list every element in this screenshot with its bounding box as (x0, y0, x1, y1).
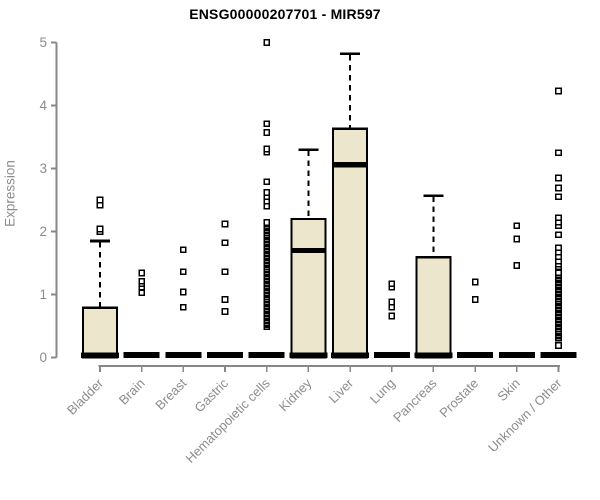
box-breast-outlier (180, 268, 187, 276)
box-pancreas-iqr (415, 256, 452, 359)
box-unknown-other-outlier (555, 87, 562, 95)
box-skin-outlier (513, 222, 521, 230)
box-kidney-bottom-bar (289, 352, 328, 358)
box-unknown-other-outlier (555, 231, 562, 239)
box-lung-outlier (388, 298, 396, 306)
x-category-label-skin: Skin (494, 376, 522, 404)
box-lung-median (373, 352, 410, 358)
box-unknown-other-median (540, 352, 577, 358)
box-brain-median (123, 352, 160, 358)
box-gastric-outlier (221, 268, 229, 276)
x-category-label-lung: Lung (367, 376, 398, 407)
box-brain-outlier (138, 289, 146, 296)
box-bladder-iqr (81, 306, 119, 359)
box-unknown-other-outlier (555, 269, 562, 277)
box-prostate-outlier (471, 296, 479, 303)
box-kidney-median (290, 247, 327, 253)
box-liver-bottom-bar (331, 352, 370, 358)
box-lung-outlier (388, 312, 396, 320)
box-hematopoietic-cells-outlier (263, 189, 271, 196)
box-unknown-other-outlier (555, 174, 562, 182)
x-category-label-liver: Liver (326, 375, 357, 406)
box-gastric-median (207, 352, 244, 358)
box-unknown-other-outlier (555, 193, 562, 201)
box-hematopoietic-cells-outlier (263, 178, 271, 186)
box-breast-outlier (180, 303, 187, 311)
y-tick-label: 4 (39, 98, 47, 113)
box-hematopoietic-cells-outlier (263, 120, 271, 128)
box-hematopoietic-cells-outlier (263, 39, 271, 46)
box-skin-outlier (513, 262, 521, 269)
y-tick-label: 5 (39, 35, 47, 50)
box-brain-outlier (138, 277, 146, 285)
chart-title: ENSG00000207701 - MIR597 (189, 6, 381, 22)
x-category-label-kidney: Kidney (276, 375, 315, 414)
box-unknown-other-outlier (555, 244, 562, 252)
box-pancreas-bottom-bar (414, 352, 453, 358)
box-gastric-outlier (221, 296, 229, 303)
x-category-label-unknown-other: Unknown / Other (485, 375, 565, 455)
box-lung-outlier (388, 280, 396, 288)
box-skin-outlier (513, 235, 521, 243)
x-category-label-gastric: Gastric (191, 375, 231, 415)
box-hematopoietic-cells-outlier (263, 145, 271, 153)
x-category-label-bladder: Bladder (64, 375, 107, 418)
x-category-label-breast: Breast (152, 375, 189, 412)
box-skin-median (498, 352, 535, 358)
box-liver-median (332, 162, 369, 168)
box-unknown-other-outlier (555, 342, 562, 349)
x-category-label-prostate: Prostate (436, 376, 481, 421)
box-breast-outlier (180, 288, 187, 296)
box-gastric-outlier (221, 220, 229, 228)
y-tick-label: 0 (39, 350, 47, 365)
box-brain-outlier (138, 269, 146, 277)
box-hematopoietic-cells-outlier (263, 129, 271, 136)
y-tick-label: 2 (39, 224, 47, 239)
box-gastric-outlier (221, 308, 229, 315)
box-hematopoietic-cells-outlier (263, 219, 271, 226)
box-gastric-outlier (221, 239, 229, 247)
box-hematopoietic-cells-median (248, 352, 285, 358)
box-bladder-outlier (96, 196, 104, 204)
y-tick-label: 1 (39, 287, 47, 302)
box-unknown-other-outlier (555, 184, 562, 192)
y-tick-label: 3 (39, 161, 47, 176)
box-prostate-outlier (471, 278, 479, 286)
box-prostate-median (457, 352, 494, 358)
box-bladder-bottom-bar (81, 352, 119, 358)
box-breast-median (165, 352, 202, 358)
x-category-label-brain: Brain (116, 376, 148, 408)
x-category-label-pancreas: Pancreas (390, 375, 440, 425)
box-unknown-other-outlier (555, 214, 562, 221)
box-unknown-other-outlier (555, 149, 562, 157)
box-bladder-outlier (96, 225, 104, 233)
box-breast-outlier (180, 246, 187, 254)
box-kidney-iqr (290, 217, 327, 359)
